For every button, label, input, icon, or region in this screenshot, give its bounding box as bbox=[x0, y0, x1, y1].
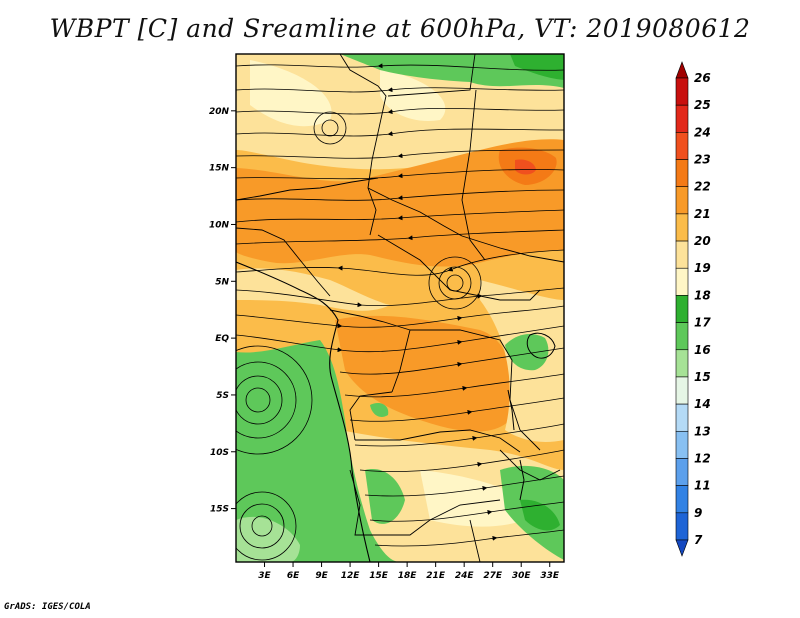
colorbar-label: 24 bbox=[694, 125, 711, 139]
wbpt-atlantic-green bbox=[236, 340, 400, 562]
longitude-label: 12E bbox=[341, 571, 361, 581]
colorbar-segment bbox=[675, 240, 689, 269]
colorbar-label: 15 bbox=[694, 370, 711, 384]
latitude-label: 20N bbox=[209, 107, 230, 117]
colorbar-segment bbox=[675, 104, 689, 133]
wbpt-north-pale bbox=[250, 60, 332, 127]
longitude-label: 18E bbox=[398, 571, 418, 581]
colorbar-label: 18 bbox=[694, 288, 711, 302]
wbpt-highland-green bbox=[505, 334, 549, 371]
colorbar-label: 12 bbox=[694, 451, 711, 465]
colorbar-segment bbox=[675, 295, 689, 323]
longitude-label: 9E bbox=[315, 571, 328, 581]
colorbar-segment bbox=[675, 430, 689, 459]
colorbar-label: 11 bbox=[694, 479, 711, 493]
latitude-label: 15N bbox=[209, 164, 230, 174]
coastline bbox=[236, 261, 371, 562]
colorbar-bottom-extension bbox=[675, 539, 689, 557]
colorbar-segment bbox=[675, 403, 689, 432]
longitude-label: 30E bbox=[512, 571, 532, 581]
colorbar-label: 16 bbox=[694, 343, 711, 357]
longitude-label: 21E bbox=[426, 571, 446, 581]
latitude-label: 10S bbox=[210, 448, 229, 458]
colorbar-label: 23 bbox=[694, 153, 711, 167]
colorbar-label: 9 bbox=[694, 506, 702, 520]
longitude-label: 33E bbox=[540, 571, 560, 581]
colorbar-label: 7 bbox=[694, 533, 703, 547]
chart-title: WBPT [C] and Sreamline at 600hPa, VT: 20… bbox=[49, 14, 751, 43]
longitude-label: 15E bbox=[369, 571, 389, 581]
wbpt-ne-green bbox=[340, 54, 564, 88]
colorbar-label: 26 bbox=[694, 71, 711, 85]
latitude-label: 5S bbox=[216, 391, 229, 401]
wbpt-coast-light bbox=[236, 268, 390, 311]
longitude-label: 27E bbox=[483, 571, 503, 581]
colorbar-label: 25 bbox=[694, 98, 711, 112]
longitude-label: 3E bbox=[258, 571, 271, 581]
wbpt-se-darkgreen bbox=[520, 499, 560, 531]
colorbar-label: 13 bbox=[694, 424, 711, 438]
wbpt-sahel-hotspot bbox=[515, 159, 536, 175]
colorbar-segment bbox=[675, 512, 689, 541]
wbpt-inland-green bbox=[365, 469, 405, 524]
colorbar-label: 20 bbox=[694, 234, 711, 248]
colorbar: 26 25 24 23 22 21 20 19 18 17 16 15 14 13 12 11 9 7 bbox=[675, 61, 711, 557]
country-borders bbox=[236, 54, 564, 562]
longitude-label: 24E bbox=[455, 571, 475, 581]
colorbar-segment bbox=[675, 186, 689, 215]
map-frame bbox=[235, 53, 565, 563]
wbpt-patch-green bbox=[370, 403, 389, 417]
latitude-label: 15S bbox=[210, 505, 229, 515]
lakes bbox=[507, 332, 556, 501]
colorbar-segment bbox=[675, 132, 689, 160]
colorbar-segment bbox=[675, 485, 689, 514]
colorbar-top-extension bbox=[675, 61, 689, 79]
colorbar-segment bbox=[675, 322, 689, 351]
colorbar-label: 21 bbox=[694, 207, 711, 221]
colorbar-label: 17 bbox=[694, 316, 711, 330]
colorbar-segment bbox=[675, 213, 689, 242]
longitude-label: 6E bbox=[287, 571, 300, 581]
colorbar-label: 14 bbox=[694, 397, 711, 411]
grads-credit: GrADS: IGES/COLA bbox=[4, 602, 91, 612]
wbpt-ne-darkgreen bbox=[510, 54, 564, 80]
latitude-label: EQ bbox=[215, 334, 229, 344]
colorbar-segment bbox=[675, 458, 689, 486]
colorbar-segment bbox=[675, 267, 689, 296]
colorbar-segment bbox=[675, 159, 689, 188]
map-panel: 20N 15N 10N 5N EQ 5S 10S 15S 3E 6E 9E 12E 15E 18E 21E… bbox=[209, 53, 565, 581]
latitude-label: 5N bbox=[215, 277, 229, 287]
longitude-axis: 3E 6E 9E 12E 15E 18E 21E 24E 27E 30E 33E bbox=[258, 562, 560, 581]
latitude-label: 10N bbox=[209, 220, 230, 230]
colorbar-label: 19 bbox=[694, 261, 711, 275]
streamlines bbox=[236, 63, 564, 561]
colorbar-segment bbox=[675, 77, 689, 106]
colorbar-label: 22 bbox=[694, 180, 711, 194]
colorbar-segment bbox=[675, 349, 689, 378]
colorbar-segment bbox=[675, 376, 689, 405]
latitude-axis: 20N 15N 10N 5N EQ 5S 10S 15S bbox=[209, 107, 236, 515]
